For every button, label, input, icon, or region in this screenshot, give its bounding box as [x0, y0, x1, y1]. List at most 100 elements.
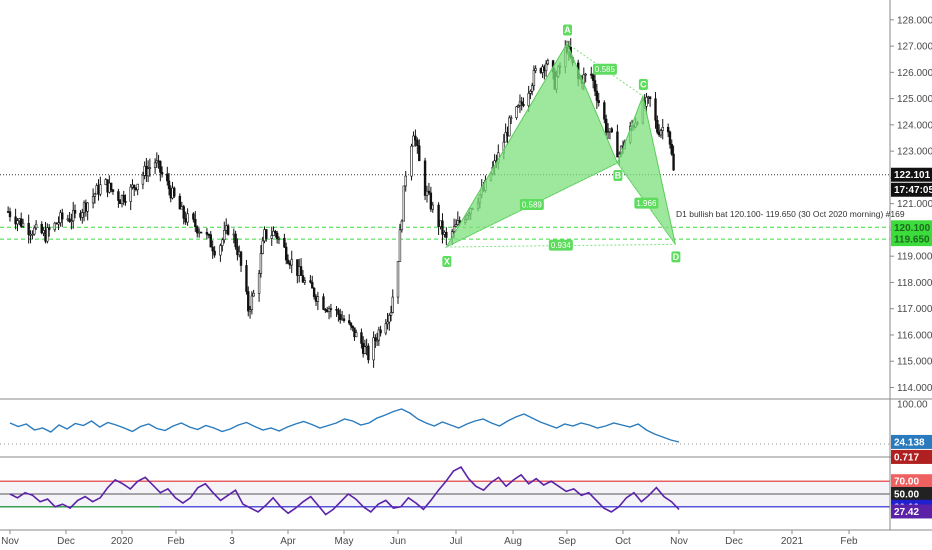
y-tick-label: 114.000 — [897, 383, 932, 394]
candle-body — [299, 266, 303, 276]
candle-body — [272, 231, 275, 236]
x-tick-label: Jun — [390, 536, 406, 547]
oscillator-pane-2[interactable] — [0, 466, 890, 516]
candle-body — [91, 196, 95, 204]
x-tick-label: Apr — [280, 536, 296, 547]
candle-body — [221, 239, 224, 246]
candle-body — [509, 117, 513, 120]
candle-body — [44, 230, 47, 242]
candle-body — [610, 128, 614, 133]
osc1-line — [9, 408, 680, 443]
candle-body — [595, 90, 599, 101]
last-price-badge: 122.101 — [891, 167, 932, 182]
pattern-point-b: B — [613, 169, 623, 181]
candle-body — [57, 222, 60, 225]
candle-body — [532, 70, 536, 87]
candle-body — [388, 315, 391, 323]
candle-body — [46, 227, 49, 242]
candle-body — [354, 332, 358, 338]
candle-body — [277, 237, 281, 240]
candle-body — [606, 131, 610, 133]
candle-body — [141, 175, 145, 185]
candle-body — [416, 139, 419, 146]
candle-body — [520, 101, 523, 105]
candle-body — [70, 220, 73, 223]
candle-body — [672, 153, 675, 171]
x-tick-label: Dec — [57, 536, 75, 547]
x-tick-label: Feb — [167, 536, 185, 547]
price-pane[interactable]: X A B C D 0.589 0.585 1.966 0.934 — [0, 24, 890, 368]
candle-body — [192, 213, 195, 220]
candle-body — [205, 232, 209, 235]
osc2-level-badge-5000-text: 50.00 — [894, 490, 919, 501]
candle-body — [247, 291, 250, 312]
y-tick-label: 125.000 — [897, 94, 932, 105]
pattern-point-d-bg — [671, 251, 681, 263]
candle-body — [265, 229, 268, 239]
candle-body — [454, 224, 458, 227]
oscillator-pane-1[interactable] — [0, 408, 890, 445]
x-tick-label: May — [335, 536, 354, 547]
candle-body — [312, 287, 316, 297]
candle-body — [593, 80, 597, 92]
candle-body — [136, 183, 139, 190]
candle-body — [252, 293, 255, 297]
candle-body — [391, 296, 394, 313]
candle-body — [236, 246, 239, 256]
candle-body — [122, 194, 125, 202]
candle-body — [668, 131, 672, 145]
candle-body — [414, 135, 417, 141]
candle-body — [666, 127, 670, 133]
x-tick-label: Feb — [840, 536, 858, 547]
y-tick-label: 117.000 — [897, 304, 932, 315]
candle-body — [372, 337, 375, 361]
candle-body — [14, 216, 17, 225]
pattern-point-a-text: A — [564, 25, 571, 35]
candle-body — [425, 190, 429, 196]
ratio-label-0934-text: 0.934 — [551, 241, 572, 250]
x-tick-label: Sep — [558, 536, 576, 547]
candle-body — [72, 210, 75, 222]
candle-body — [245, 265, 248, 292]
y-tick-label: 127.000 — [897, 42, 932, 53]
candle-body — [322, 296, 325, 310]
zone-upper-badge-text: 120.100 — [894, 223, 931, 234]
candle-body — [534, 68, 537, 71]
candle-body — [274, 231, 277, 234]
y-tick-label: 124.000 — [897, 120, 932, 131]
candle-body — [584, 73, 587, 76]
candle-body — [546, 60, 550, 65]
candle-body — [225, 225, 228, 231]
last-price-badge-bg — [891, 167, 932, 182]
pattern-point-c-bg — [638, 78, 648, 90]
y-tick-label: 128.000 — [897, 15, 932, 26]
candle-body — [314, 296, 318, 302]
candle-body — [377, 329, 381, 341]
candle-body — [173, 187, 176, 197]
candle-body — [59, 212, 62, 223]
candle-body — [504, 132, 507, 143]
osc2-level-badge-7000-bg — [891, 474, 932, 489]
candle-body — [153, 162, 157, 168]
candle-body — [335, 308, 338, 311]
candle-body — [226, 225, 230, 235]
candle-body — [329, 308, 333, 310]
candle-body — [443, 231, 446, 235]
y-tick-label: 115.000 — [897, 357, 932, 368]
candle-body — [180, 206, 183, 210]
candle-body — [325, 309, 329, 312]
osc1-value-badge-bg — [891, 434, 932, 449]
x-tick-label: Nov — [670, 536, 688, 547]
candle-body — [166, 173, 169, 182]
candle-body — [353, 327, 356, 338]
ratio-label-0589-text: 0.589 — [522, 200, 543, 209]
candle-body — [603, 102, 606, 120]
candle-body — [234, 233, 237, 248]
candle-body — [337, 309, 340, 315]
candle-body — [645, 97, 648, 107]
candle-body — [8, 211, 12, 218]
candle-body — [412, 135, 415, 147]
zone-lower-badge-text: 119.650 — [894, 235, 930, 246]
candle-body — [301, 275, 305, 283]
